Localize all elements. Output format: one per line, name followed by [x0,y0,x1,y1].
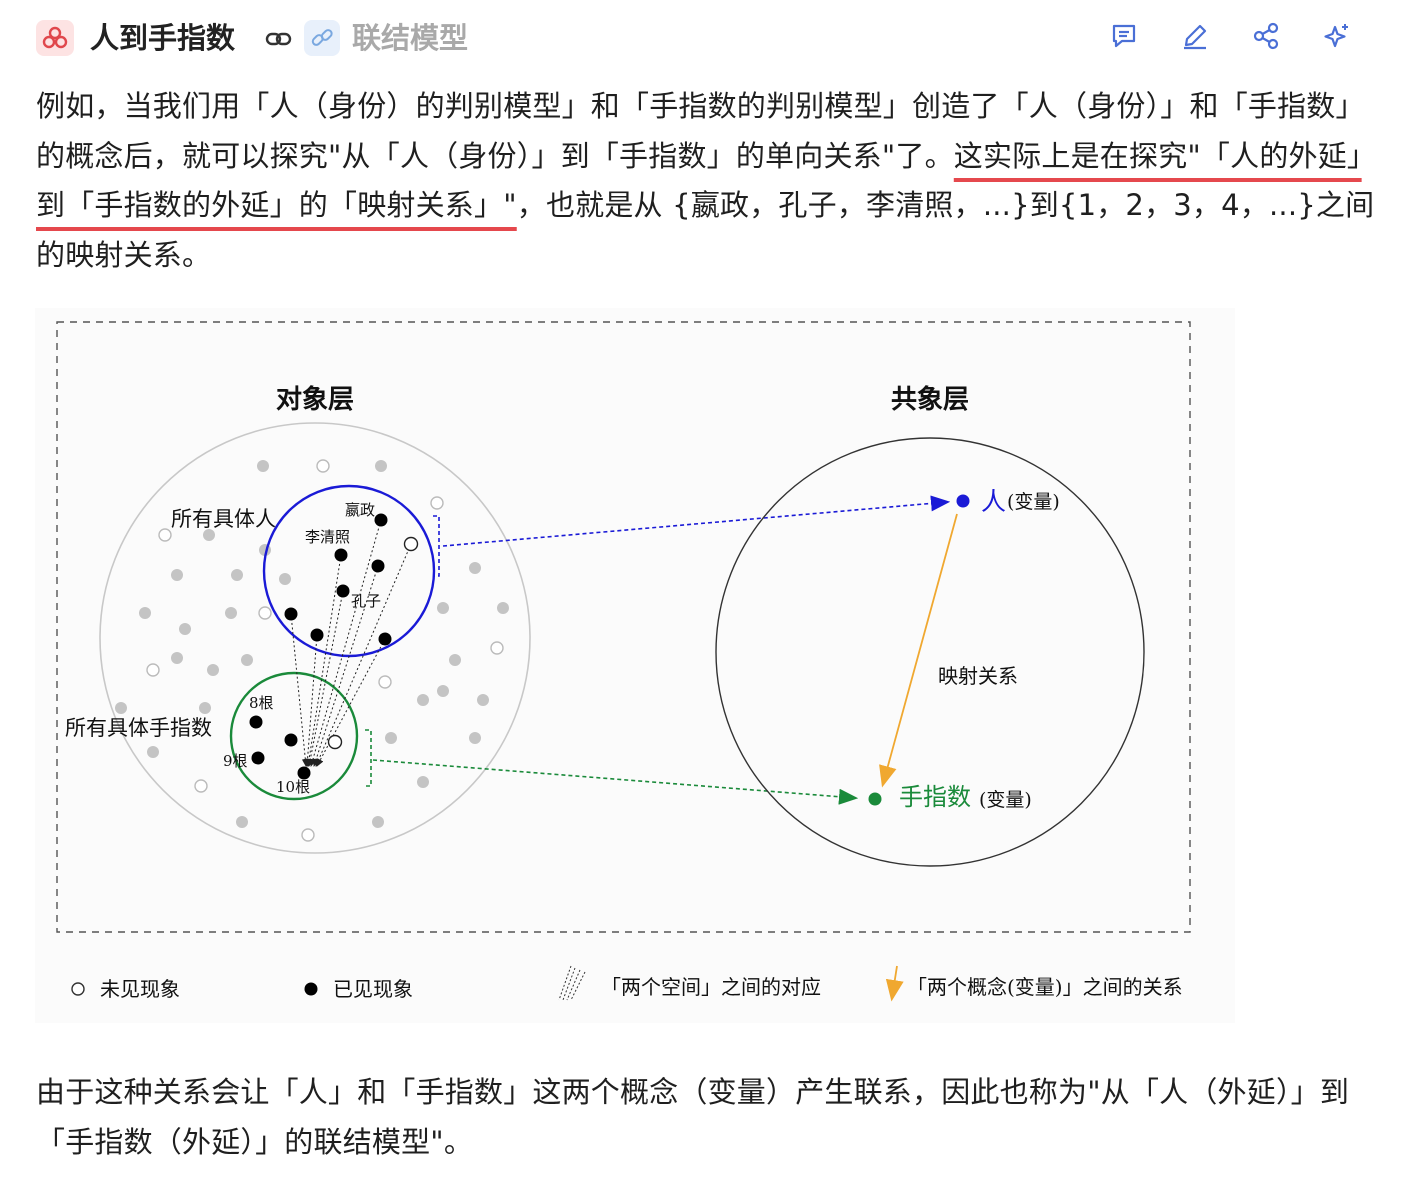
share-icon[interactable] [1248,18,1284,54]
space-correspondence-lines [290,519,412,767]
diagram-frame [56,321,1191,933]
liqingzhao-label: 李清照 [305,528,350,546]
legend-seen-icon [304,982,318,996]
finger-variable-suffix: (变量) [979,789,1032,811]
seen-dots [249,513,392,780]
legend-correspondence-icon [558,965,586,1001]
chain-link-icon[interactable] [304,20,340,56]
legend: 未见现象 已见现象 「两个空间」之间的对应 「两个概念(变量)」之间的关系 [71,965,1183,1002]
mapping-relation-label: 映射关系 [938,664,1018,688]
link-icon[interactable] [264,24,294,54]
edit-pencil-icon[interactable] [1177,18,1213,54]
page-title: 人到手指数 [90,21,236,55]
sparkle-icon[interactable] [1319,18,1355,54]
legend-correspondence-label: 「两个空间」之间的对应 [601,975,821,999]
object-layer-title: 对象层 [276,384,354,415]
page-header: 人到手指数 联结模型 [36,18,1388,62]
intro-text-part1: 例如，当我们用「人（身份）的判别模型」和「手指数的判别模型」创造了「人（身份）」… [36,89,1365,173]
legend-seen-label: 已见现象 [333,977,413,1001]
object-space-circle [99,422,531,854]
kongzi-label: 孔子 [351,592,381,610]
unseen-dots [115,459,509,842]
finger-variable-label: 手指数 [899,783,971,811]
person-concept-arrow [442,495,951,547]
all-fingers-label: 所有具体手指数 [65,716,212,740]
concept-layer-title: 共象层 [891,384,969,415]
yingzheng-label: 嬴政 [345,501,375,519]
legend-unseen-label: 未见现象 [100,977,180,1001]
person-variable-label: 人 [981,487,1006,516]
mapping-relation-arrow [879,513,958,788]
legend-unseen-icon [71,982,85,996]
comment-icon[interactable] [1106,18,1142,54]
concept-space-circle [715,437,1145,867]
model-logo-icon [36,20,74,56]
legend-relation-label: 「两个概念(变量)」之间的关系 [907,975,1183,999]
finger-set-circle [229,671,359,801]
conclusion-paragraph: 由于这种关系会让「人」和「手指数」这两个概念（变量）产生联系，因此也称为"从「人… [36,1075,1350,1159]
legend-relation-icon [885,965,904,1002]
finger-variable-dot [868,792,882,806]
finger-10-label: 10根 [276,778,310,796]
highlighted-text: 这实际上是在探究"「人的外延」到「手指数的外延」的「映射关系」" [36,138,1362,223]
person-variable-suffix: (变量) [1007,491,1060,513]
finger-concept-arrow [372,759,859,805]
intro-text-part2: ，也就是从 {嬴政，孔子，李清照，...}到{1，2，3，4，...}之间的映射… [36,188,1375,272]
related-model-link[interactable]: 联结模型 [352,21,469,55]
person-variable-dot [956,494,970,508]
intro-paragraph: 例如，当我们用「人（身份）的判别模型」和「手指数的判别模型」创造了「人（身份）」… [36,82,1376,280]
finger-8-label: 8根 [249,694,274,712]
all-people-label: 所有具体人 [171,507,276,531]
mapping-diagram: 对象层 共象层 [35,308,1235,1023]
finger-9-label: 9根 [223,752,248,770]
